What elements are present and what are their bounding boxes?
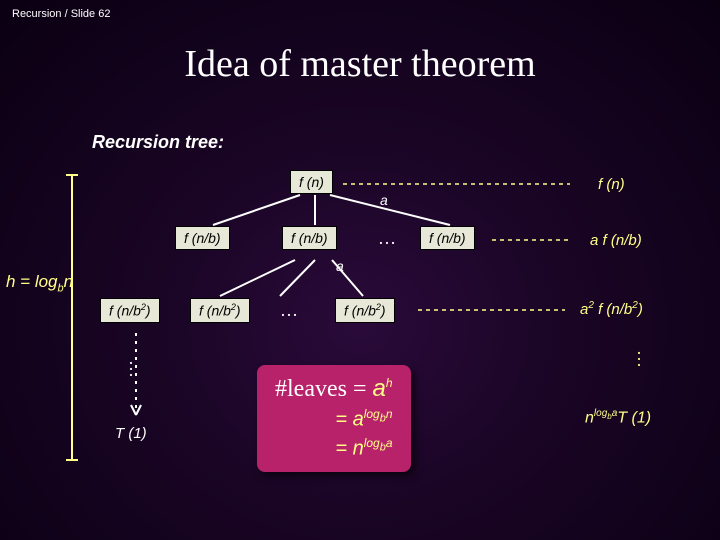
node-l1-left: f (n/b) <box>175 226 230 250</box>
subtitle: Recursion tree: <box>92 132 224 153</box>
cost-level-1: a f (n/b) <box>590 232 642 249</box>
slide-title: Idea of master theorem <box>0 42 720 86</box>
ellipsis-l2: … <box>280 300 300 321</box>
branch-factor-a-mid: a <box>336 258 344 274</box>
node-l1-mid: f (n/b) <box>282 226 337 250</box>
ellipsis-l1: … <box>378 228 398 249</box>
leaves-box: #leaves = ah = alogbn = nlogba <box>257 365 411 472</box>
vdots-tree: ··· <box>128 360 134 378</box>
vdots-cost: ··· <box>636 350 642 368</box>
node-root: f (n) <box>290 170 333 194</box>
branch-factor-a-top: a <box>380 192 388 208</box>
cost-level-2: a2 f (n/b2) <box>580 300 643 318</box>
node-l2-1: f (n/b2) <box>100 298 160 323</box>
node-l2-2: f (n/b2) <box>190 298 250 323</box>
leaf-t1: T (1) <box>115 425 147 442</box>
leaves-line-1: #leaves = ah <box>275 375 393 403</box>
slide-header: Recursion / Slide 62 <box>12 8 110 20</box>
leaves-line-3: = nlogba <box>275 436 393 461</box>
node-l1-right: f (n/b) <box>420 226 475 250</box>
height-label: h = logbn <box>6 272 73 294</box>
cost-leaves: nlogbaT (1) <box>585 408 651 427</box>
cost-level-0: f (n) <box>598 176 625 193</box>
leaves-line-2: = alogbn <box>275 407 393 432</box>
node-l2-3: f (n/b2) <box>335 298 395 323</box>
